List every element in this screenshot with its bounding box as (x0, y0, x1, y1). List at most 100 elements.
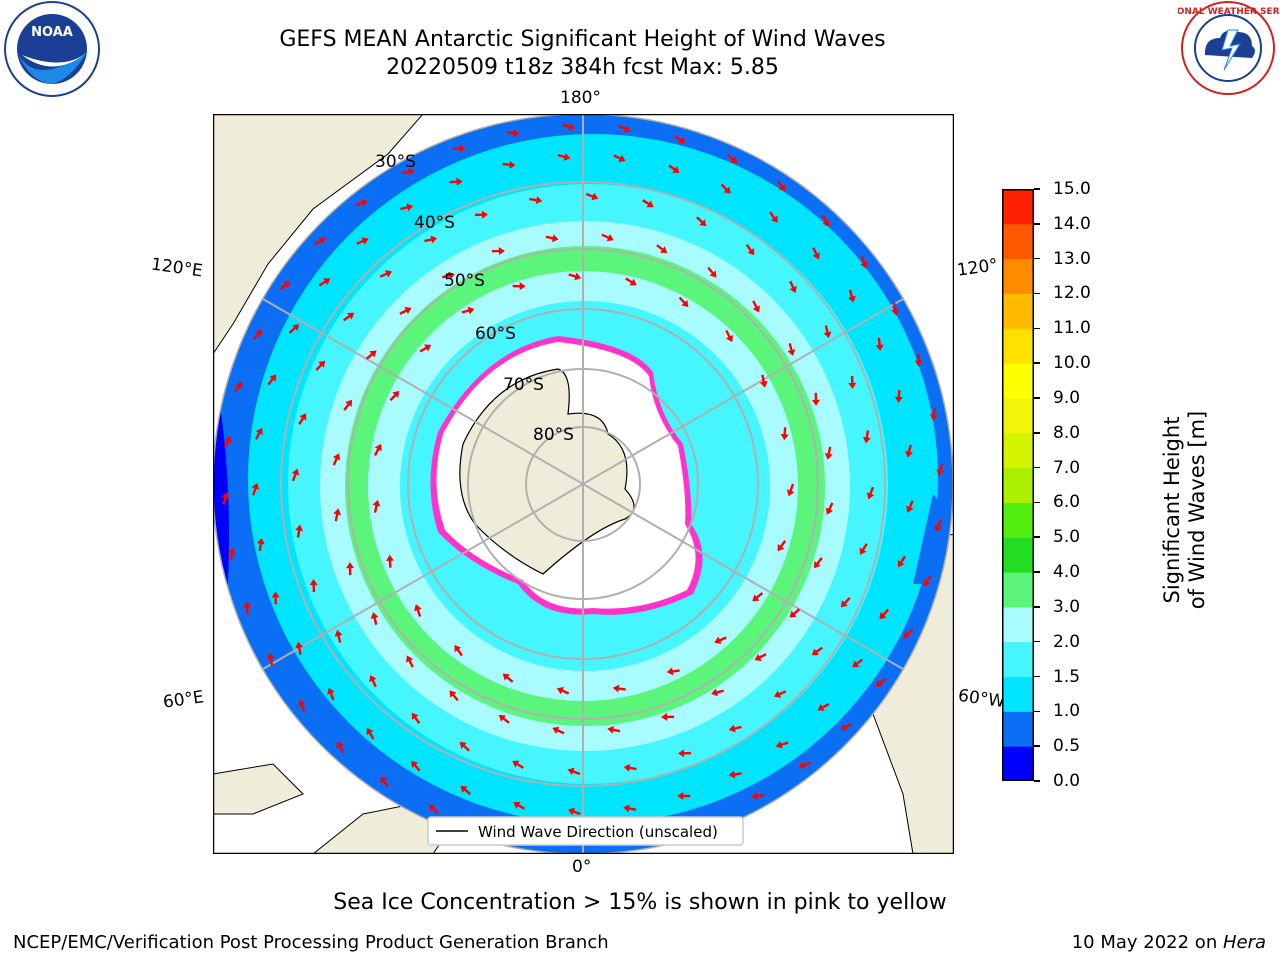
wave-direction-arrow (529, 196, 543, 205)
colorbar-tick-mark (1034, 188, 1040, 190)
colorbar-tick-label: 3.0 (1053, 596, 1081, 617)
wave-direction-arrow (752, 592, 764, 602)
wave-direction-arrow (848, 289, 856, 303)
wave-direction-arrow (625, 277, 637, 286)
colorbar-tick-label: 14.0 (1053, 213, 1091, 234)
wave-direction-arrow (812, 247, 820, 260)
colorbar-tick-mark (1034, 397, 1040, 399)
colorbar-tick-label: 0.0 (1053, 771, 1081, 791)
wave-direction-arrow (728, 770, 742, 779)
wave-direction-arrow (449, 177, 463, 186)
wave-direction-arrow (787, 343, 796, 356)
colorbar-tick-label: 0.5 (1053, 736, 1081, 757)
footer-producer: NCEP/EMC/Verification Post Processing Pr… (13, 932, 609, 953)
wave-direction-arrow (266, 652, 275, 666)
colorbar-tick-label: 11.0 (1053, 318, 1091, 339)
lon-label-lower-left: 60°E (161, 687, 206, 713)
wave-direction-arrow (389, 390, 400, 402)
wave-direction-arrow (365, 350, 377, 360)
wave-direction-arrow (678, 749, 692, 758)
lat-label-80s: 80°S (533, 425, 574, 445)
wave-direction-arrow (642, 199, 654, 208)
wave-direction-arrow (372, 499, 381, 513)
wave-direction-arrow (759, 374, 768, 388)
colorbar-tick-label: 6.0 (1053, 492, 1081, 513)
wave-direction-arrow (752, 300, 760, 313)
wave-direction-arrow (315, 360, 326, 371)
sea-ice-caption: Sea Ice Concentration > 15% is shown in … (333, 890, 947, 915)
colorbar-segment (1002, 328, 1034, 364)
wave-direction-arrow (668, 164, 680, 173)
wave-direction-arrow (346, 562, 355, 576)
wave-direction-arrow (714, 636, 727, 644)
wave-direction-arrow (754, 653, 767, 661)
wave-direction-arrow (745, 244, 755, 256)
wave-direction-arrow (379, 270, 393, 278)
wave-direction-arrow (623, 763, 637, 772)
wave-direction-arrow (821, 214, 830, 227)
colorbar-segment (1002, 223, 1034, 260)
wave-direction-arrow (567, 767, 581, 776)
wave-direction-arrow (677, 791, 691, 800)
nws-logo: NATIONAL WEATHER SERVICE (1178, 1, 1280, 95)
wave-direction-arrow (934, 519, 943, 532)
wave-direction-arrow (661, 712, 675, 721)
wave-direction-arrow (288, 324, 300, 334)
wave-direction-arrow (879, 608, 890, 620)
legend-label: Wind Wave Direction (unscaled) (478, 823, 718, 841)
wave-direction-arrow (309, 579, 318, 593)
wave-direction-arrow (298, 699, 306, 713)
wave-direction-arrow (720, 183, 731, 194)
wave-direction-arrow (568, 272, 582, 281)
noaa-logo: NOAA (4, 1, 100, 97)
wave-direction-arrow (923, 575, 933, 587)
colorbar-segment (1002, 641, 1034, 678)
polar-map: Wind Wave Direction (unscaled) (213, 114, 954, 854)
wave-direction-arrow (327, 687, 335, 701)
wave-direction-arrow (780, 427, 789, 441)
lon-label-upper-right: 120° (955, 255, 1000, 281)
colorbar-segment (1002, 711, 1034, 747)
chart-title: GEFS MEAN Antarctic Significant Height o… (180, 26, 985, 82)
wave-direction-arrow (751, 792, 765, 801)
colorbar-segment (1002, 537, 1034, 573)
noaa-logo-text: NOAA (31, 25, 73, 40)
wave-direction-arrow (811, 646, 823, 656)
colorbar (1002, 189, 1034, 781)
wave-direction-arrow (228, 547, 237, 561)
wave-direction-arrow (318, 278, 331, 287)
wave-direction-arrow (291, 468, 300, 482)
wave-direction-arrow (233, 381, 243, 393)
colorbar-tick-mark (1034, 327, 1040, 330)
wave-direction-arrow (385, 554, 394, 568)
wave-direction-arrow (380, 776, 390, 788)
colorbar-tick-label: 15.0 (1053, 179, 1091, 199)
colorbar-segment (1002, 606, 1034, 643)
wave-direction-arrow (459, 741, 470, 752)
wave-direction-arrow (545, 234, 559, 243)
wave-direction-arrow (513, 801, 526, 810)
colorbar-tick-label: 1.0 (1053, 701, 1081, 722)
colorbar-segment (1002, 467, 1034, 503)
wave-direction-arrow (891, 302, 900, 316)
colorbar-tick-label: 4.0 (1053, 562, 1081, 583)
wave-direction-arrow (725, 329, 734, 343)
lon-label-lower-right: 60°W (956, 685, 1007, 713)
lat-label-50s: 50°S (444, 271, 485, 291)
wave-direction-arrow (279, 281, 291, 291)
colorbar-tick-mark (1034, 780, 1040, 782)
wave-direction-arrow (298, 413, 307, 425)
wave-direction-arrow (825, 502, 834, 515)
wave-direction-arrow (613, 154, 626, 163)
wave-direction-arrow (840, 597, 851, 608)
colorbar-tick-mark (1034, 536, 1040, 538)
colorbar-label: Significant Height of Wind Waves [m] (1160, 410, 1209, 610)
wave-direction-arrow (897, 555, 907, 568)
wave-direction-arrow (914, 353, 923, 367)
wave-direction-arrow (894, 389, 903, 403)
colorbar-tick-mark (1034, 223, 1040, 225)
wave-direction-arrow (424, 235, 438, 244)
colorbar-segment (1002, 502, 1034, 538)
colorbar-segment (1002, 746, 1034, 781)
wave-direction-arrow (866, 486, 875, 500)
